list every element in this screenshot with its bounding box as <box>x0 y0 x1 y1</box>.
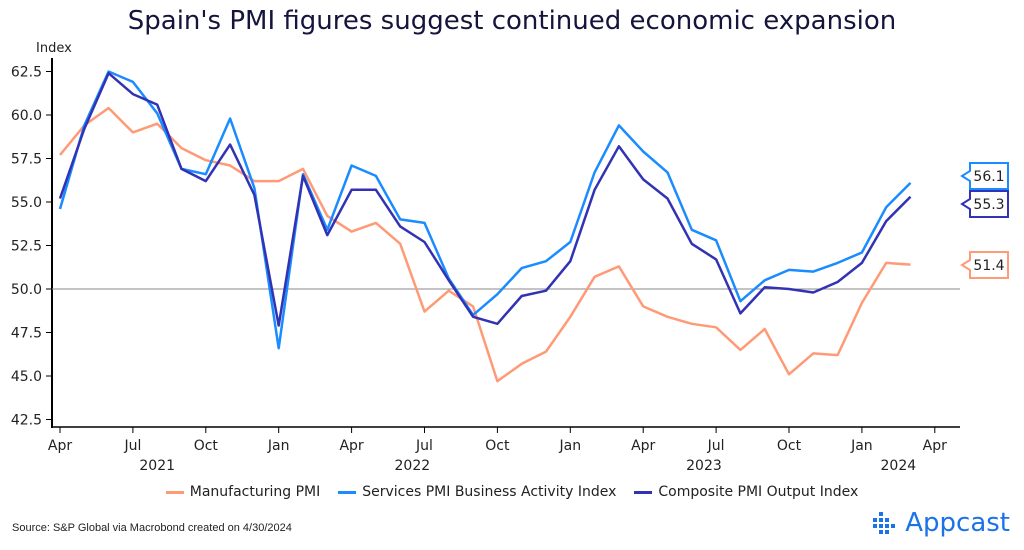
last-value-callout <box>960 190 1009 218</box>
x-year-label: 2022 <box>395 458 431 474</box>
x-tick-label: Jul <box>707 438 725 454</box>
y-tick-label: 50.0 <box>11 282 42 298</box>
last-value-label: 51.4 <box>973 258 1004 274</box>
y-tick-label: 52.5 <box>11 239 42 255</box>
legend-swatch <box>634 490 653 494</box>
x-year-label: 2021 <box>139 458 175 474</box>
legend-label: Manufacturing PMI <box>189 484 321 500</box>
y-tick-label: 60.0 <box>11 108 42 124</box>
chart-title: Spain's PMI figures suggest continued ec… <box>127 6 897 36</box>
legend-item: Composite PMI Output Index <box>634 484 858 500</box>
plot-area: Index 62.5 60.0 57.5 55.0 52.5 50.0 47.5 45.0 42… <box>11 41 1009 474</box>
legend-swatch <box>338 490 357 494</box>
x-tick-label: Jul <box>415 438 433 454</box>
x-tick-label: Jan <box>850 438 873 454</box>
legend-label: Services PMI Business Activity Index <box>362 484 617 500</box>
last-value-callout <box>960 162 1009 190</box>
legend-label: Composite PMI Output Index <box>658 484 859 500</box>
series-line-0 <box>59 106 911 383</box>
brand-name: Appcast <box>905 508 1010 538</box>
y-tick-label: 45.0 <box>11 369 42 385</box>
legend: Manufacturing PMI Services PMI Business A… <box>0 484 1024 500</box>
last-value-callout <box>960 251 1009 279</box>
y-tick-label: 47.5 <box>11 326 42 342</box>
y-tick-label: 62.5 <box>11 65 42 81</box>
x-tick-label: Apr <box>339 438 363 454</box>
x-tick-label: Oct <box>194 438 219 454</box>
appcast-logo: Appcast <box>873 508 1010 538</box>
series-line-1 <box>58 70 912 350</box>
legend-item: Manufacturing PMI <box>165 484 321 500</box>
legend-item: Services PMI Business Activity Index <box>338 484 616 500</box>
last-value-label: 55.3 <box>973 197 1004 213</box>
last-value-label: 56.1 <box>973 169 1004 185</box>
y-axis-label: Index <box>36 41 72 56</box>
source-note: Source: S&P Global via Macrobond created… <box>12 522 292 534</box>
x-tick-label: Apr <box>48 438 72 454</box>
appcast-logo-icon <box>873 512 896 534</box>
x-year-label: 2023 <box>686 458 722 474</box>
x-tick-label: Jan <box>559 438 582 454</box>
x-tick-label: Jan <box>267 438 290 454</box>
series-line-2 <box>58 71 912 327</box>
x-year-label: 2024 <box>881 458 917 474</box>
x-tick-label: Oct <box>777 438 802 454</box>
x-tick-label: Oct <box>485 438 510 454</box>
x-tick-label: Jul <box>123 438 141 454</box>
legend-swatch <box>165 490 184 494</box>
x-tick-label: Apr <box>631 438 655 454</box>
y-tick-label: 42.5 <box>11 413 42 429</box>
y-tick-label: 57.5 <box>11 152 42 168</box>
y-tick-label: 55.0 <box>11 195 42 211</box>
x-tick-label: Apr <box>923 438 947 454</box>
